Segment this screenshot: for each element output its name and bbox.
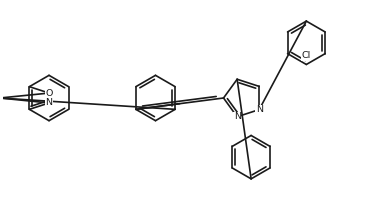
Text: N: N <box>256 105 263 114</box>
Text: O: O <box>45 89 53 98</box>
Text: N: N <box>234 112 241 121</box>
Text: N: N <box>46 98 52 107</box>
Text: Cl: Cl <box>302 51 311 60</box>
